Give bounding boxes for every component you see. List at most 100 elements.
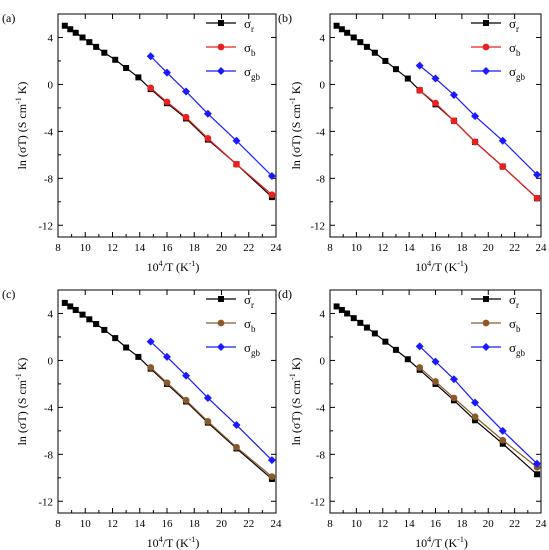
data-point — [431, 357, 440, 366]
y-tick-label: -4 — [44, 126, 54, 138]
series-sigma-b — [416, 86, 541, 202]
data-point — [182, 371, 191, 380]
panel-label: (b) — [278, 11, 292, 25]
legend-label: σgb — [244, 64, 261, 82]
data-point — [449, 375, 458, 384]
x-axis-title: 104/T (K-1) — [147, 535, 200, 550]
data-point — [499, 440, 506, 447]
data-point — [67, 303, 74, 310]
data-point — [203, 393, 212, 402]
data-point — [182, 396, 190, 404]
legend-entry: σgb — [206, 64, 261, 82]
legend-marker — [482, 43, 490, 51]
y-tick-label: -8 — [316, 449, 326, 461]
data-point — [416, 86, 424, 94]
data-point — [79, 34, 86, 41]
data-point — [498, 136, 507, 145]
data-point — [163, 68, 171, 77]
data-point — [146, 337, 155, 346]
data-point — [93, 321, 100, 328]
data-point — [182, 87, 191, 96]
data-point — [357, 39, 364, 46]
x-tick-label: 22 — [243, 518, 254, 530]
data-point — [112, 335, 119, 342]
data-point — [338, 26, 345, 33]
data-point — [233, 443, 240, 451]
data-point — [471, 112, 480, 121]
legend-marker — [217, 43, 225, 51]
data-point — [267, 456, 276, 465]
data-point — [147, 84, 155, 92]
panel-label: (c) — [2, 287, 15, 301]
x-tick-label: 12 — [377, 518, 388, 530]
data-point — [450, 117, 458, 125]
x-axis-title: 104/T (K-1) — [415, 259, 468, 274]
series-sigma-gb — [146, 337, 276, 465]
data-point — [415, 342, 424, 351]
y-tick-label: 4 — [48, 32, 54, 44]
data-point — [123, 344, 130, 351]
x-tick-label: 10 — [351, 242, 363, 254]
data-point — [371, 49, 378, 56]
legend-entry: σr — [471, 292, 519, 310]
legend-label: σb — [244, 316, 256, 334]
data-point — [203, 109, 212, 118]
data-point — [268, 473, 276, 481]
legend-entry: σb — [206, 40, 256, 58]
legend-marker — [218, 20, 224, 26]
x-tick-label: 20 — [216, 242, 228, 254]
data-point — [404, 356, 411, 363]
x-tick-label: 12 — [107, 518, 118, 530]
data-point — [123, 64, 130, 71]
y-tick-label: -4 — [44, 402, 54, 414]
x-tick-label: 10 — [80, 518, 92, 530]
x-tick-label: 8 — [327, 242, 333, 254]
y-axis-title: ln (σT) (S cm-1 K) — [14, 358, 29, 446]
legend-label: σr — [509, 16, 519, 34]
legend-marker — [217, 343, 225, 351]
data-point — [533, 459, 542, 468]
data-point — [471, 138, 479, 146]
data-point — [371, 330, 378, 337]
data-point — [415, 61, 424, 70]
legend-entry: σgb — [206, 340, 261, 358]
y-tick-label: 0 — [48, 79, 54, 91]
data-point — [86, 316, 93, 323]
data-point — [163, 379, 171, 387]
data-point — [350, 315, 357, 322]
x-tick-label: 16 — [162, 518, 174, 530]
series-line — [150, 367, 273, 478]
data-point — [344, 310, 351, 317]
legend-label: σb — [244, 40, 256, 58]
data-point — [163, 352, 171, 361]
data-point — [61, 22, 68, 29]
series-line — [150, 341, 273, 461]
data-point — [382, 338, 389, 345]
legend-marker — [482, 67, 490, 75]
x-tick-label: 24 — [271, 242, 283, 254]
data-point — [61, 299, 68, 306]
series-line — [419, 89, 538, 199]
data-point — [534, 471, 541, 478]
x-tick-label: 16 — [162, 242, 174, 254]
data-point — [268, 191, 276, 199]
legend-label: σr — [244, 16, 254, 34]
x-tick-label: 22 — [243, 242, 254, 254]
legend-label: σgb — [509, 340, 526, 358]
legend-marker — [483, 20, 489, 26]
y-tick-label: 0 — [48, 355, 54, 367]
legend-marker — [482, 319, 490, 327]
x-tick-label: 24 — [536, 242, 548, 254]
x-tick-label: 24 — [536, 518, 548, 530]
x-tick-label: 22 — [509, 242, 520, 254]
y-tick-label: 0 — [320, 355, 326, 367]
series-line — [336, 25, 538, 199]
x-tick-label: 16 — [430, 242, 442, 254]
y-tick-label: -8 — [316, 173, 326, 185]
data-point — [416, 364, 424, 371]
y-tick-label: -12 — [310, 496, 325, 508]
y-tick-label: -8 — [44, 449, 54, 461]
legend-label: σgb — [244, 340, 261, 358]
x-tick-label: 12 — [377, 242, 388, 254]
